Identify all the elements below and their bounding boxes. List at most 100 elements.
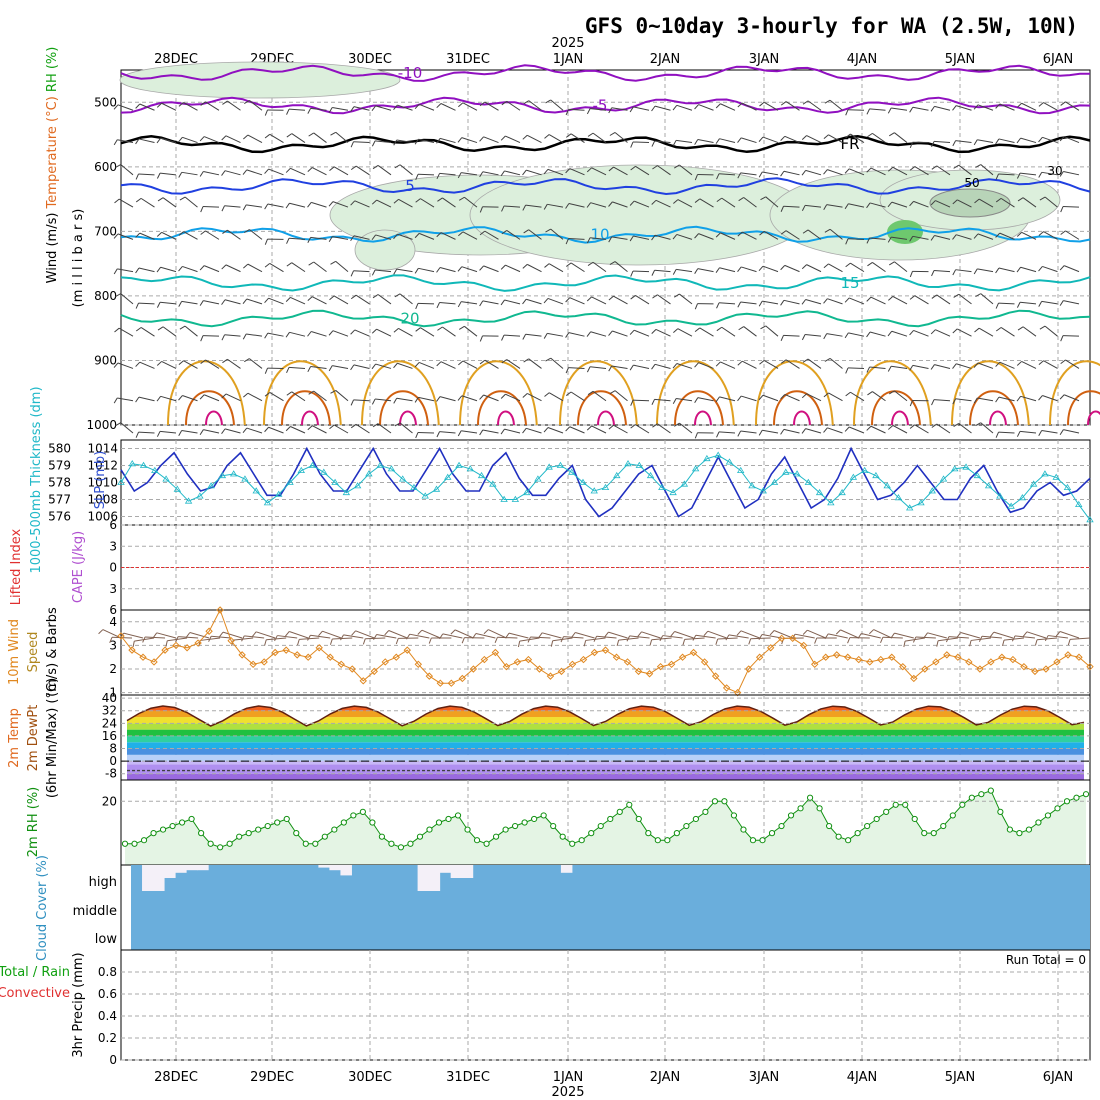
wind-barb [289, 202, 306, 208]
wind-speed-marker [943, 651, 951, 659]
y-tick-label: 8 [109, 742, 117, 756]
axis-label-part: (m i l l i b a r s) [71, 209, 86, 308]
rh-marker [664, 837, 671, 844]
wind-barb [1043, 360, 1058, 369]
rh-marker [483, 840, 490, 847]
rh-marker [226, 840, 233, 847]
rh-marker [635, 815, 642, 823]
wind-barb-flag [824, 99, 831, 104]
wind-barb [762, 136, 779, 144]
wind-barb-flag [307, 331, 312, 337]
wind-barb [568, 332, 585, 337]
wind-barb-flag [372, 294, 379, 299]
wind-barb-flag [372, 423, 379, 428]
wind-barb-flag [887, 201, 893, 208]
wind-barb [138, 138, 155, 144]
wind-barb [662, 635, 683, 639]
wind-barb-flag [565, 109, 569, 116]
wind-barb [160, 266, 177, 273]
thickness-marker [184, 497, 193, 504]
wind-barb [246, 298, 263, 305]
thickness-marker [128, 460, 136, 467]
rh-marker [749, 837, 757, 844]
wind-barb-flag [457, 395, 463, 401]
wind-barb-flag [737, 231, 743, 237]
thickness-marker [996, 492, 1004, 499]
thickness-marker [263, 499, 272, 506]
wind-barb-flag [545, 357, 551, 362]
wind-barb-flag [909, 365, 914, 371]
wind-barb [462, 102, 478, 111]
wind-barb [310, 634, 331, 639]
wind-barb [719, 431, 736, 434]
wind-barb [246, 333, 263, 337]
wind-barb [1070, 637, 1091, 640]
y-tick-label: 2 [109, 662, 117, 676]
wind-speed-marker [987, 658, 995, 666]
wind-barb [870, 296, 886, 305]
axis-label-part: Cloud-free [26, 788, 41, 855]
wind-barb [417, 173, 435, 176]
wind-barb [676, 398, 693, 402]
wind-barb [805, 428, 822, 434]
rh-marker [711, 798, 719, 805]
thickness-marker [500, 495, 508, 502]
wind-barb-flag [297, 639, 300, 646]
wind-barb-flag [738, 197, 744, 202]
wind-barb [1044, 196, 1058, 208]
wind-barb-flag [362, 638, 366, 645]
wind-barb-flag [113, 268, 118, 275]
wind-barb [784, 135, 800, 144]
wind-barb [310, 366, 327, 369]
wind-barb-flag [975, 164, 981, 168]
wind-barb-flag [737, 301, 742, 308]
thickness-marker [883, 482, 891, 489]
wind-barb-flag [479, 206, 483, 213]
wind-barb-flag [694, 174, 698, 181]
wind-barb [203, 136, 220, 144]
wind-barb [333, 424, 349, 434]
wind-barb-flag [494, 637, 498, 644]
wind-barb-flag [329, 166, 335, 172]
run-total-label: Run Total = 0 [1006, 953, 1086, 967]
wind-barb [679, 293, 693, 305]
wind-barb [548, 263, 564, 273]
y-tick-label: 3 [109, 638, 117, 652]
wind-barb-flag [995, 232, 1001, 238]
thickness-marker [522, 488, 531, 496]
wind-speed-marker [128, 646, 136, 654]
rh-marker [740, 826, 747, 833]
slp-tick-label: 1010 [87, 476, 118, 490]
thickness-marker [928, 487, 936, 494]
wind-barb-flag [715, 361, 721, 367]
wind-barb [912, 364, 929, 369]
wind-barb-flag [156, 302, 161, 308]
warm-isotherm-arch [281, 390, 331, 426]
thickness-marker [860, 466, 869, 473]
wind-barb [375, 363, 392, 369]
wind-barb-flag [844, 332, 849, 339]
wind-barb-flag [715, 138, 720, 144]
rh-marker [502, 826, 509, 833]
wind-speed-marker [866, 658, 874, 666]
wind-barb-flag [909, 166, 916, 171]
wind-barb-flag [769, 630, 775, 636]
wind-barb-flag [414, 397, 419, 403]
wind-barb [203, 394, 220, 402]
wind-barb-flag [523, 358, 529, 363]
wind-barb-flag [1059, 136, 1065, 142]
wind-barb [548, 392, 564, 402]
axis-label-part: Cloud Cover (%) [35, 855, 50, 961]
wind-speed-line [120, 608, 1091, 694]
wind-barb-flag [824, 228, 831, 233]
wind-barb [936, 165, 951, 176]
wind-barb-flag [703, 630, 709, 637]
wind-speed-marker [205, 627, 213, 635]
rh-marker [797, 805, 804, 812]
wind-barb [927, 632, 947, 639]
wind-speed-marker [1009, 655, 1017, 664]
rh-marker [274, 819, 281, 826]
axis-label-part: (m/s) & Barbs [45, 607, 60, 697]
